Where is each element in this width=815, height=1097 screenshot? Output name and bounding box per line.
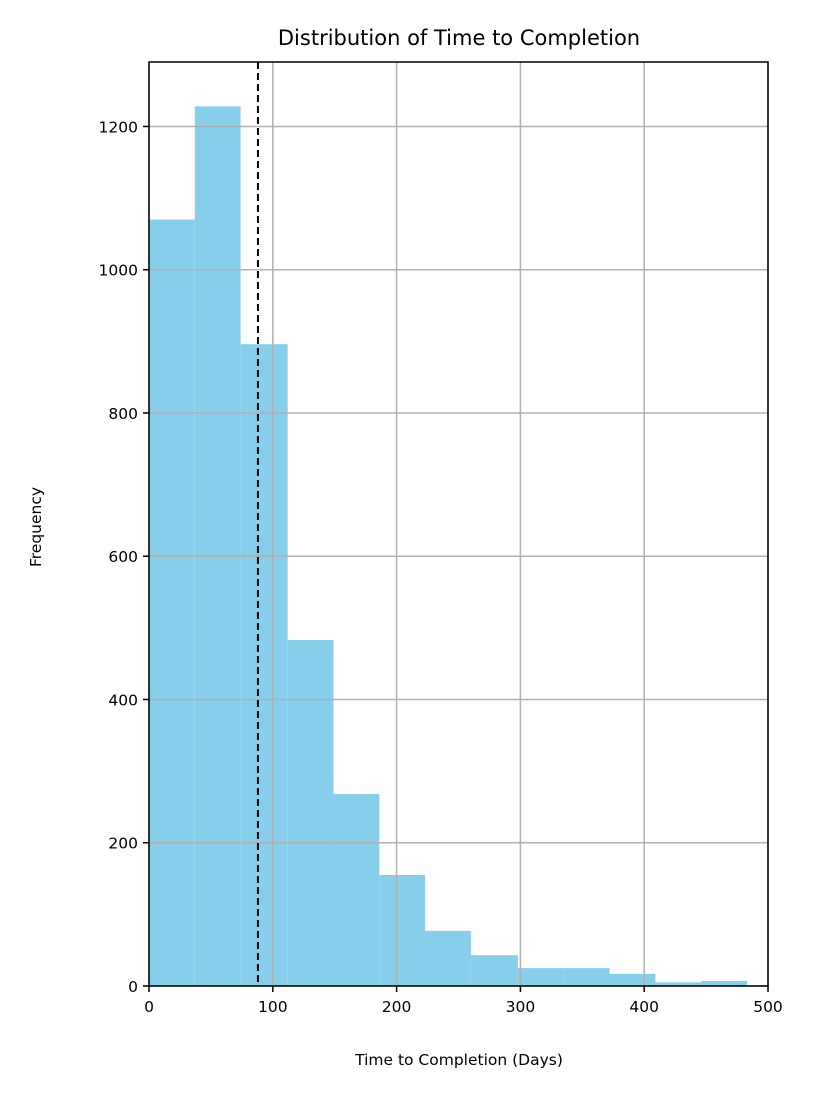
x-tick-label: 0 <box>144 998 154 1016</box>
histogram-bar <box>425 930 471 986</box>
histogram-bar <box>194 106 241 986</box>
x-tick-label: 200 <box>382 998 412 1016</box>
x-tick-label: 300 <box>506 998 536 1016</box>
y-tick-label: 400 <box>108 691 138 709</box>
y-tick-label: 800 <box>108 405 138 423</box>
histogram-bar <box>609 973 656 986</box>
histogram-bar <box>333 794 380 986</box>
plot-area: 0 100 200 300 400 500 0 200 400 600 800 1000 1200 <box>99 61 783 1016</box>
histogram-bar <box>287 640 334 986</box>
histogram-bar <box>517 968 564 986</box>
y-tick-label: 600 <box>108 548 138 566</box>
plot-frame <box>148 61 769 987</box>
y-axis-label: Frequency <box>27 487 45 567</box>
histogram-bar <box>240 344 288 986</box>
histogram-bar <box>470 955 518 986</box>
x-tick-label: 400 <box>629 998 659 1016</box>
x-axis-label: Time to Completion (Days) <box>354 1051 563 1069</box>
histogram-bar <box>655 982 702 986</box>
x-tick-label: 500 <box>753 998 783 1016</box>
y-tick-label: 1200 <box>99 118 138 136</box>
x-tick-label: 100 <box>258 998 288 1016</box>
histogram-bar <box>379 874 426 986</box>
histogram-bar <box>701 980 747 986</box>
y-tick-label: 200 <box>108 835 138 853</box>
histogram-bar <box>563 968 610 986</box>
histogram-bar <box>149 219 195 986</box>
y-tick-label: 1000 <box>99 262 138 280</box>
chart-title: Distribution of Time to Completion <box>278 26 640 50</box>
y-tick-label: 0 <box>128 978 138 996</box>
